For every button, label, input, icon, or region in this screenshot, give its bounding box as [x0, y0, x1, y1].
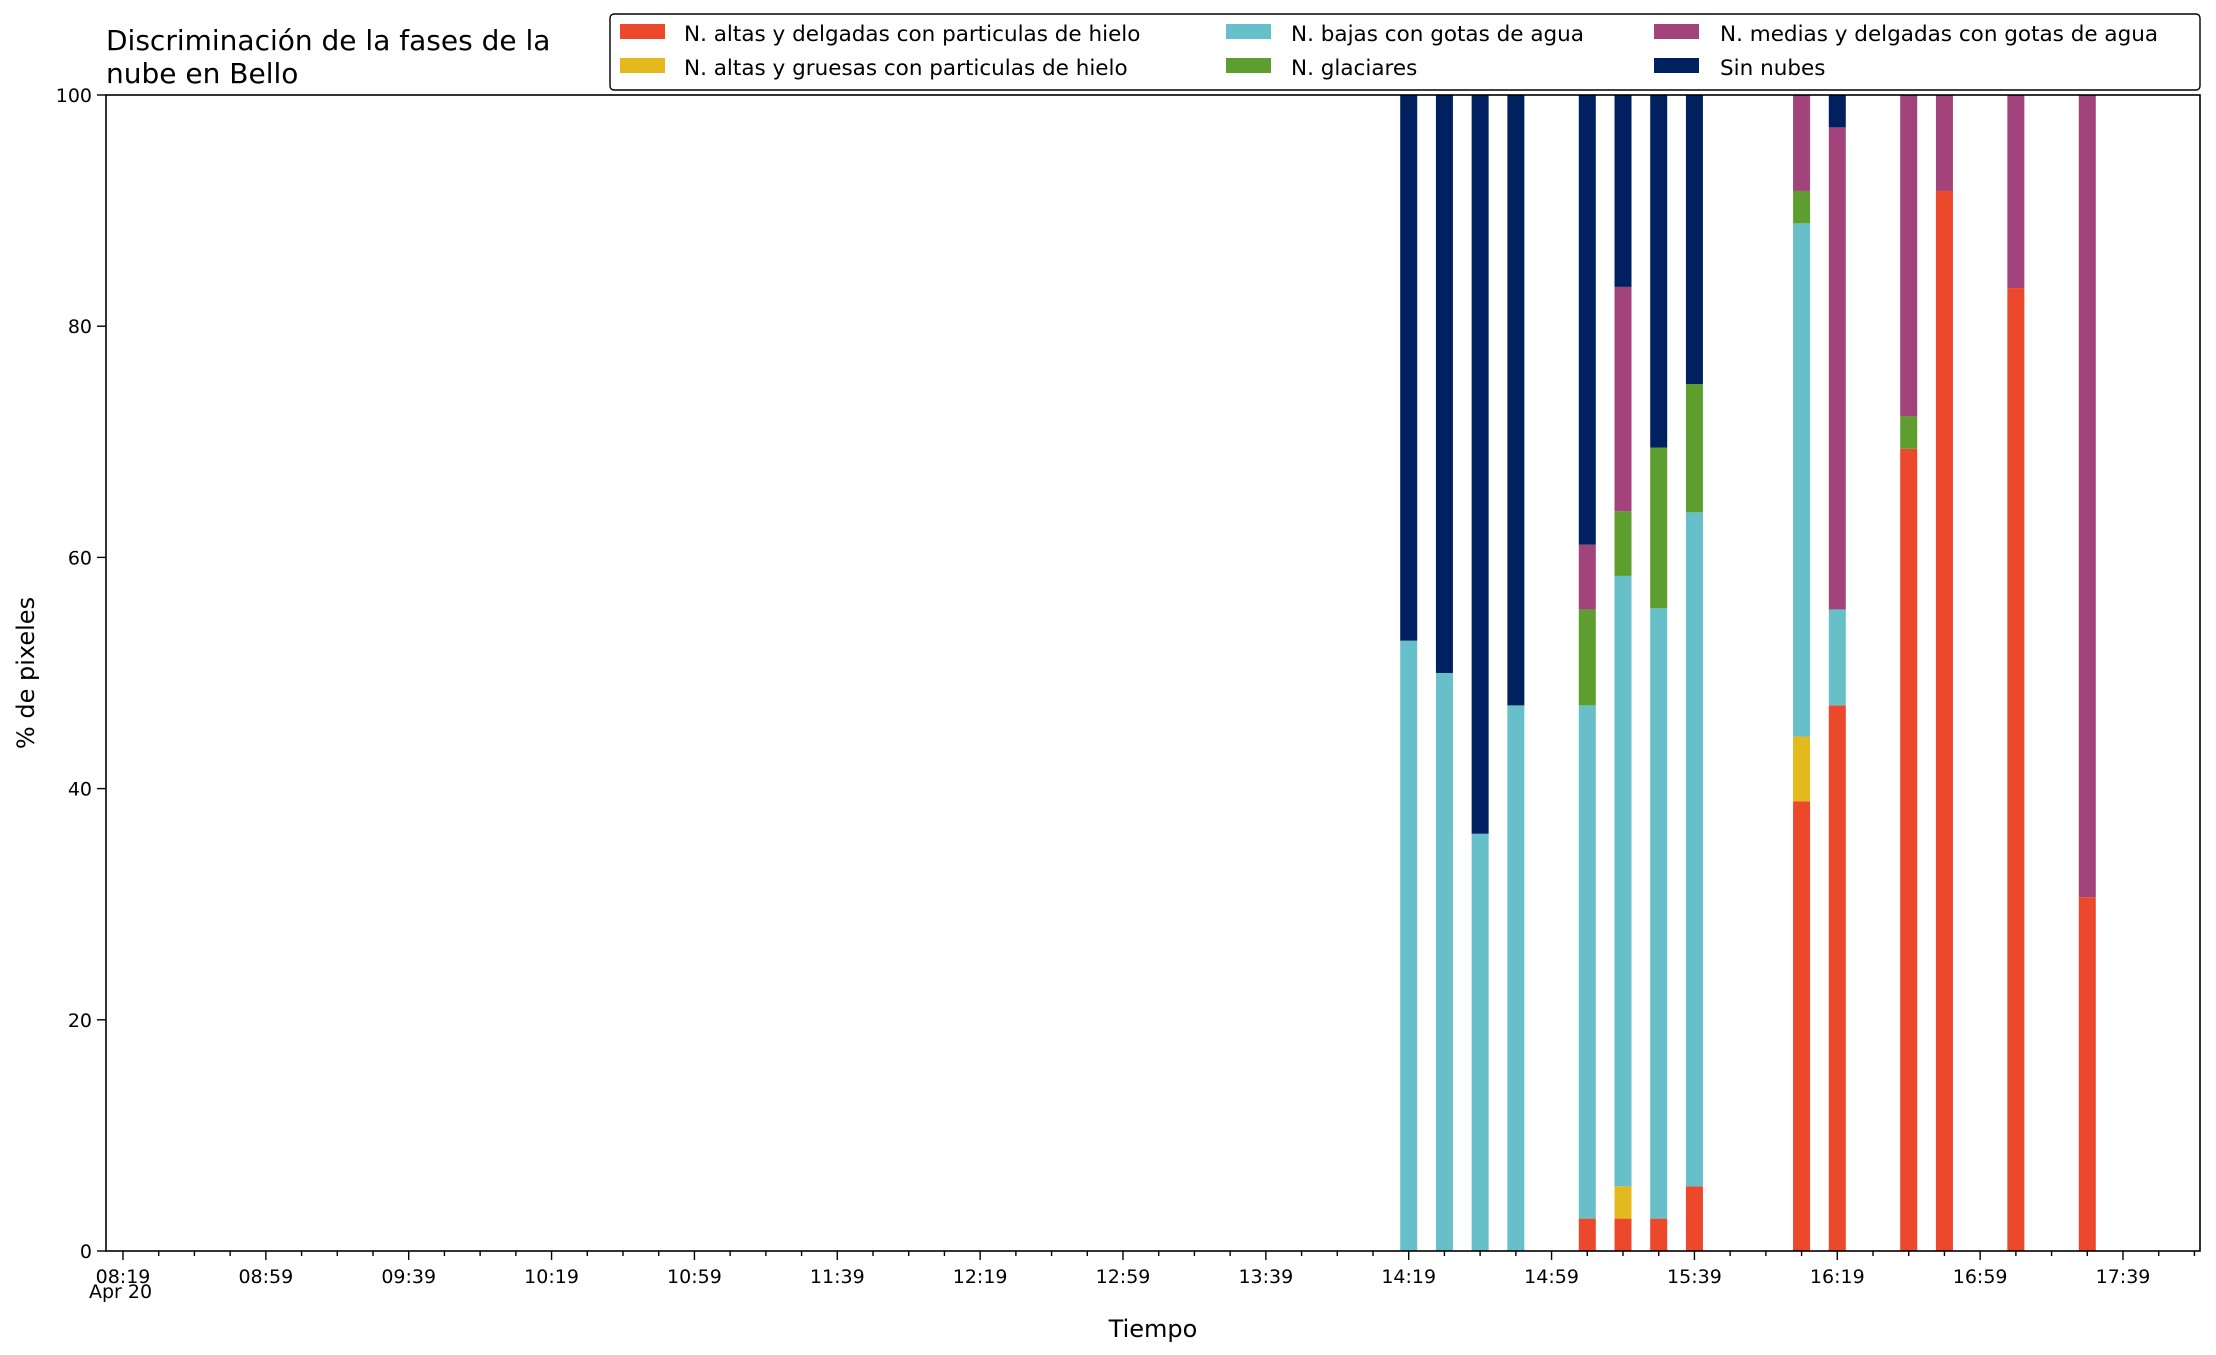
- x-tick-label-9: 14:19: [1381, 1266, 1436, 1288]
- chart-title: Discriminación de la fases de la nube en…: [106, 24, 550, 90]
- bar-4-segment-2: [1578, 705, 1596, 1219]
- x-tick-label-13: 16:59: [1953, 1266, 2008, 1288]
- bar-5-segment-4: [1614, 286, 1632, 512]
- bar-5-segment-2: [1614, 575, 1632, 1187]
- legend-label-altas-gruesas: N. altas y gruesas con particulas de hie…: [684, 56, 1128, 81]
- x-tick-label-12: 16:19: [1810, 1266, 1865, 1288]
- x-axis-ticks: 08:19 08:59 09:39 10:19 10:59 11:39 12:19 12:59…: [96, 1251, 2196, 1288]
- legend-label-glaciares: N. glaciares: [1291, 56, 1417, 81]
- y-tick-label-1: 20: [68, 1010, 92, 1032]
- bar-12-segment-4: [2007, 95, 2025, 289]
- bar-5-segment-3: [1614, 511, 1632, 576]
- bar-0-segment-5: [1400, 95, 1418, 641]
- bar-10-segment-4: [1900, 95, 1918, 417]
- x-tick-label-10: 14:59: [1524, 1266, 1579, 1288]
- bar-1-segment-5: [1435, 95, 1453, 673]
- bar-0-segment-2: [1400, 640, 1418, 1251]
- bar-7-segment-2: [1685, 512, 1703, 1187]
- y-axis-title: % de pixeles: [12, 597, 40, 749]
- bar-1-segment-2: [1435, 673, 1453, 1251]
- x-tick-label-4: 10:59: [667, 1266, 722, 1288]
- bar-13-segment-0: [2078, 897, 2096, 1251]
- bar-8-segment-1: [1793, 736, 1811, 802]
- legend-label-sin-nubes: Sin nubes: [1720, 56, 1825, 81]
- x-tick-label-0: 08:19: [96, 1266, 151, 1288]
- bar-8-segment-4: [1793, 95, 1811, 191]
- bar-10-segment-0: [1900, 448, 1918, 1251]
- bar-9-segment-4: [1828, 127, 1846, 610]
- chart-title-line-2: nube en Bello: [106, 57, 298, 90]
- bar-12-segment-0: [2007, 288, 2025, 1251]
- legend-label-altas-delgadas: N. altas y delgadas con particulas de hi…: [684, 22, 1140, 47]
- y-tick-label-0: 0: [80, 1241, 92, 1263]
- x-axis-title: Tiempo: [1108, 1315, 1198, 1343]
- legend-frame: [609, 13, 2201, 91]
- bar-9-segment-5: [1828, 95, 1846, 128]
- bar-4-segment-4: [1578, 544, 1596, 610]
- bar-13-segment-4: [2078, 95, 2096, 898]
- x-tick-label-6: 12:19: [953, 1266, 1008, 1288]
- bar-4-segment-0: [1578, 1218, 1596, 1251]
- bar-6-segment-3: [1650, 447, 1668, 609]
- legend-swatch-altas-gruesas: [620, 58, 665, 73]
- bar-7-segment-0: [1685, 1186, 1703, 1251]
- bar-7-segment-5: [1685, 95, 1703, 384]
- bar-7-segment-3: [1685, 384, 1703, 513]
- y-tick-label-2: 40: [68, 779, 92, 801]
- bar-9-segment-2: [1828, 609, 1846, 706]
- legend-swatch-glaciares: [1226, 58, 1271, 73]
- bar-8-segment-3: [1793, 190, 1811, 224]
- bar-10-segment-3: [1900, 416, 1918, 449]
- x-tick-label-3: 10:19: [524, 1266, 579, 1288]
- bar-5-segment-1: [1614, 1186, 1632, 1219]
- bar-8-segment-0: [1793, 801, 1811, 1251]
- x-tick-label-7: 12:59: [1096, 1266, 1151, 1288]
- legend-swatch-bajas: [1226, 24, 1271, 39]
- y-tick-label-5: 100: [56, 85, 92, 107]
- legend-swatch-altas-delgadas: [620, 24, 665, 39]
- x-tick-label-5: 11:39: [810, 1266, 865, 1288]
- x-tick-label-1: 08:59: [238, 1266, 293, 1288]
- y-tick-label-3: 60: [68, 547, 92, 569]
- x-tick-label-2: 09:39: [381, 1266, 436, 1288]
- bar-5-segment-5: [1614, 95, 1632, 287]
- bar-6-segment-0: [1650, 1218, 1668, 1251]
- plot-frame: [105, 94, 2201, 1252]
- bars-layer: [1400, 95, 2096, 1252]
- bar-3-segment-5: [1507, 95, 1525, 706]
- legend-swatch-sin-nubes: [1654, 58, 1699, 73]
- bar-2-segment-2: [1471, 833, 1489, 1251]
- bar-4-segment-3: [1578, 609, 1596, 706]
- legend-swatch-medias: [1654, 24, 1699, 39]
- x-date-label: Apr 20: [89, 1281, 152, 1303]
- bar-5-segment-0: [1614, 1218, 1632, 1251]
- chart-title-line-1: Discriminación de la fases de la: [106, 24, 550, 57]
- bar-9-segment-0: [1828, 705, 1846, 1251]
- legend: N. altas y delgadas con particulas de hi…: [609, 13, 2201, 91]
- bar-2-segment-5: [1471, 95, 1489, 834]
- legend-label-medias: N. medias y delgadas con gotas de agua: [1720, 22, 2158, 47]
- bar-8-segment-2: [1793, 223, 1811, 737]
- x-tick-label-14: 17:39: [2096, 1266, 2151, 1288]
- bar-6-segment-2: [1650, 608, 1668, 1219]
- bar-3-segment-2: [1507, 705, 1525, 1251]
- y-axis-ticks: 0 20 40 60 80 100: [56, 85, 106, 1263]
- legend-label-bajas: N. bajas con gotas de agua: [1291, 22, 1584, 47]
- bar-11-segment-4: [1935, 95, 1953, 191]
- y-tick-label-4: 80: [68, 316, 92, 338]
- x-tick-label-8: 13:39: [1238, 1266, 1293, 1288]
- x-tick-label-11: 15:39: [1667, 1266, 1722, 1288]
- bar-11-segment-0: [1935, 190, 1953, 1252]
- bar-6-segment-5: [1650, 95, 1668, 448]
- bar-4-segment-5: [1578, 95, 1596, 545]
